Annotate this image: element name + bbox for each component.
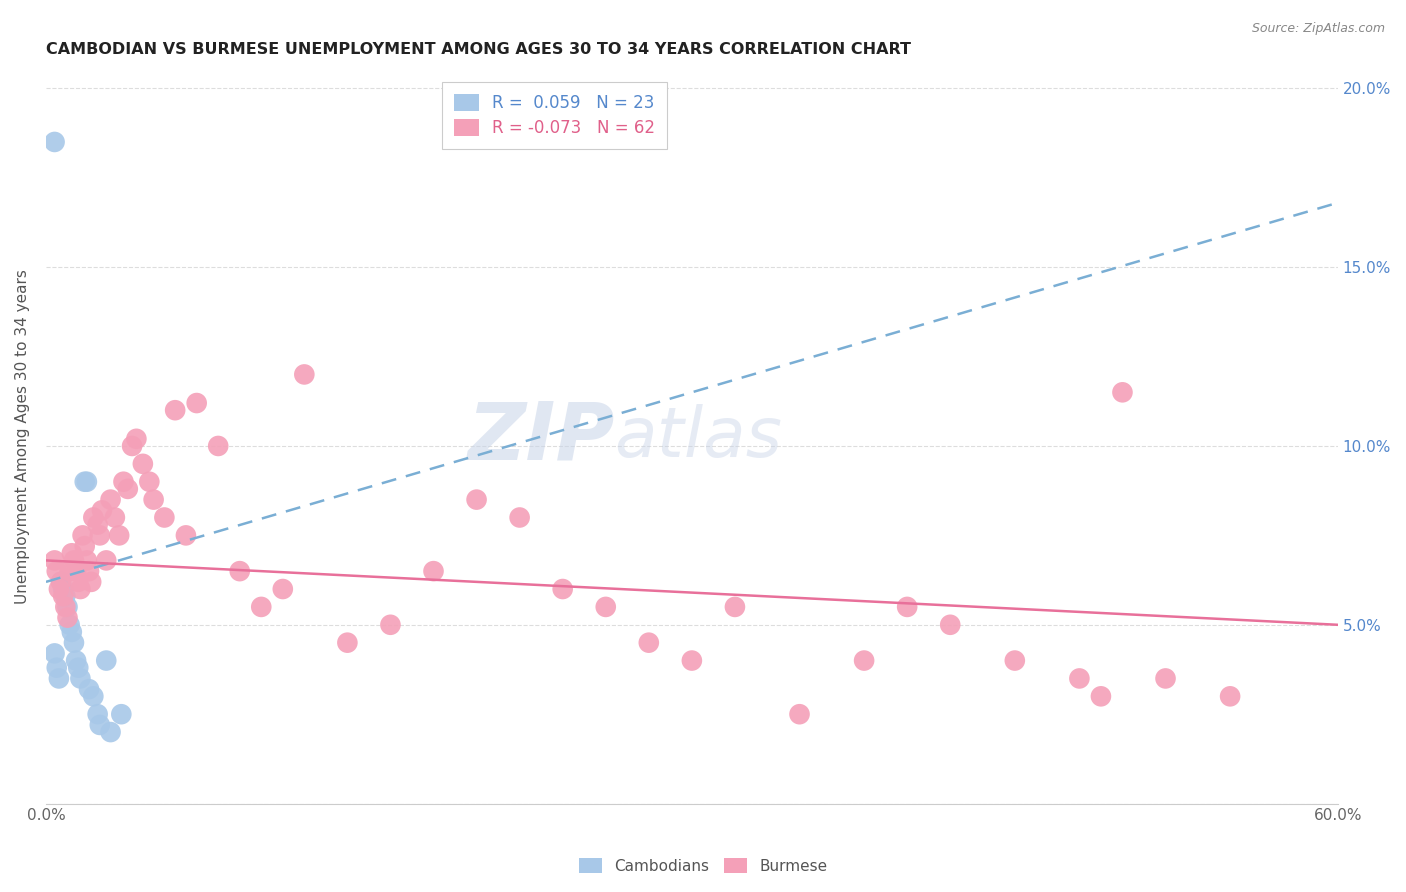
Point	[117, 482, 139, 496]
Point	[681, 654, 703, 668]
Point	[52, 582, 75, 596]
Point	[59, 564, 82, 578]
Point	[96, 654, 118, 668]
Point	[637, 635, 659, 649]
Point	[72, 528, 94, 542]
Point	[82, 690, 104, 704]
Point	[48, 582, 70, 596]
Point	[1219, 690, 1241, 704]
Legend: Cambodians, Burmese: Cambodians, Burmese	[572, 852, 834, 880]
Point	[138, 475, 160, 489]
Point	[69, 582, 91, 596]
Text: atlas: atlas	[614, 403, 782, 470]
Point	[89, 718, 111, 732]
Point	[49, 574, 72, 589]
Point	[53, 599, 76, 614]
Point	[48, 672, 70, 686]
Point	[1004, 654, 1026, 668]
Point	[509, 510, 531, 524]
Point	[422, 564, 444, 578]
Point	[108, 528, 131, 542]
Point	[86, 517, 108, 532]
Point	[53, 589, 76, 603]
Point	[112, 475, 135, 489]
Point	[52, 589, 75, 603]
Point	[104, 510, 127, 524]
Text: ZIP: ZIP	[467, 398, 614, 476]
Point	[1111, 385, 1133, 400]
Point	[59, 617, 82, 632]
Point	[60, 546, 83, 560]
Point	[1090, 690, 1112, 704]
Point	[110, 707, 132, 722]
Point	[44, 135, 66, 149]
Point	[65, 564, 87, 578]
Point	[65, 654, 87, 668]
Point	[67, 574, 90, 589]
Point	[63, 553, 86, 567]
Point	[153, 510, 176, 524]
Point	[465, 492, 488, 507]
Point	[939, 617, 962, 632]
Point	[186, 396, 208, 410]
Text: CAMBODIAN VS BURMESE UNEMPLOYMENT AMONG AGES 30 TO 34 YEARS CORRELATION CHART: CAMBODIAN VS BURMESE UNEMPLOYMENT AMONG …	[46, 42, 911, 57]
Point	[132, 457, 155, 471]
Point	[121, 439, 143, 453]
Point	[63, 635, 86, 649]
Point	[174, 528, 197, 542]
Point	[292, 368, 315, 382]
Point	[60, 624, 83, 639]
Point	[142, 492, 165, 507]
Point	[80, 574, 103, 589]
Point	[100, 492, 122, 507]
Point	[56, 599, 79, 614]
Text: Source: ZipAtlas.com: Source: ZipAtlas.com	[1251, 22, 1385, 36]
Point	[96, 553, 118, 567]
Point	[724, 599, 747, 614]
Point	[69, 672, 91, 686]
Point	[91, 503, 114, 517]
Point	[49, 574, 72, 589]
Point	[551, 582, 574, 596]
Point	[86, 707, 108, 722]
Point	[125, 432, 148, 446]
Point	[595, 599, 617, 614]
Legend: R =  0.059   N = 23, R = -0.073   N = 62: R = 0.059 N = 23, R = -0.073 N = 62	[441, 82, 666, 149]
Point	[82, 510, 104, 524]
Point	[853, 654, 876, 668]
Point	[45, 661, 67, 675]
Y-axis label: Unemployment Among Ages 30 to 34 years: Unemployment Among Ages 30 to 34 years	[15, 269, 30, 605]
Point	[67, 661, 90, 675]
Point	[76, 553, 98, 567]
Point	[380, 617, 402, 632]
Point	[165, 403, 187, 417]
Point	[77, 682, 100, 697]
Point	[100, 725, 122, 739]
Point	[207, 439, 229, 453]
Point	[336, 635, 359, 649]
Point	[73, 539, 96, 553]
Point	[76, 475, 98, 489]
Point	[44, 647, 66, 661]
Point	[56, 610, 79, 624]
Point	[271, 582, 294, 596]
Point	[45, 564, 67, 578]
Point	[77, 564, 100, 578]
Point	[1069, 672, 1091, 686]
Point	[1154, 672, 1177, 686]
Point	[89, 528, 111, 542]
Point	[896, 599, 918, 614]
Point	[73, 475, 96, 489]
Point	[250, 599, 273, 614]
Point	[789, 707, 811, 722]
Point	[44, 553, 66, 567]
Point	[229, 564, 252, 578]
